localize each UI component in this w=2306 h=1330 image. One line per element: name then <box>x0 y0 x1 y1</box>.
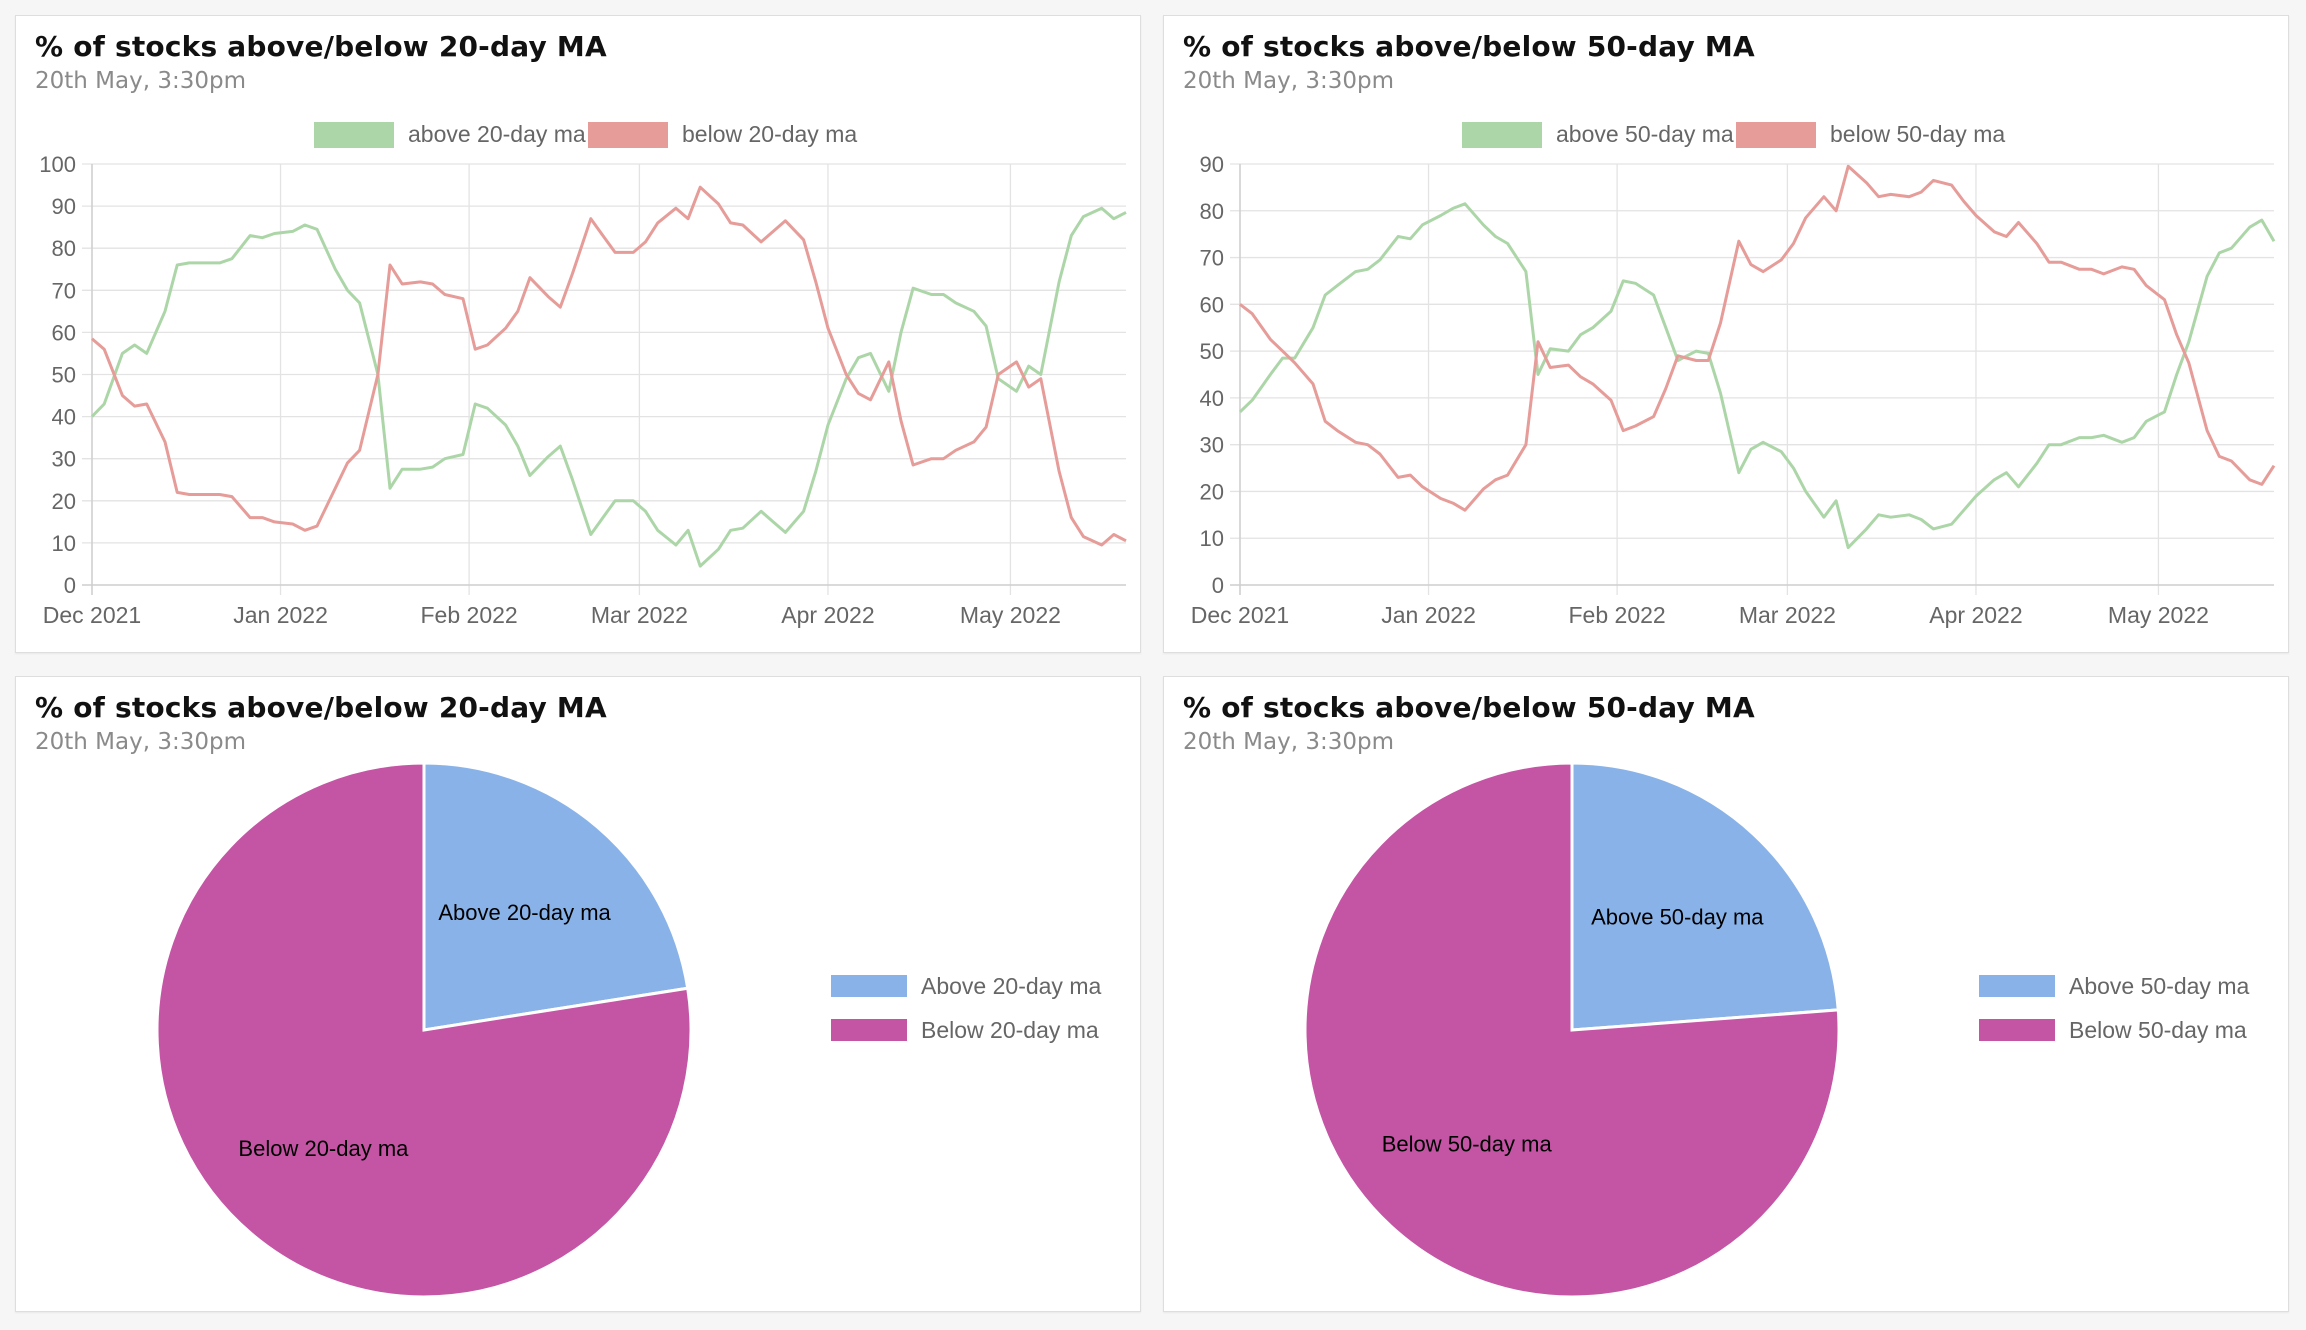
x-tick-label: Jan 2022 <box>233 602 328 628</box>
y-tick-label: 20 <box>52 489 76 514</box>
legend-label-below-50-day-ma: below 50-day ma <box>1830 121 2005 147</box>
card-subtitle: 20th May, 3:30pm <box>1183 729 1394 755</box>
y-tick-label: 10 <box>1200 526 1224 551</box>
line-chart-50-day: above 50-day ma below 50-day ma 0 10 20 30 40 5… <box>1191 121 2276 628</box>
x-tick-label: Feb 2022 <box>421 602 518 628</box>
x-tick-label: Apr 2022 <box>1929 602 2022 628</box>
card-title: % of stocks above/below 20-day MA <box>35 691 607 724</box>
chart-legend: above 20-day ma below 20-day ma <box>314 121 857 148</box>
legend-label-below-50-day-ma: Below 50-day ma <box>2069 1017 2247 1043</box>
y-tick-label: 50 <box>1200 339 1224 364</box>
y-tick-label: 90 <box>52 194 76 219</box>
y-tick-label: 70 <box>52 278 76 303</box>
chart-legend: above 50-day ma below 50-day ma <box>1462 121 2005 148</box>
series-line-above-20-day-ma <box>90 206 1127 568</box>
legend-swatch-above-20-day-ma <box>314 122 394 148</box>
card-subtitle: 20th May, 3:30pm <box>35 68 246 94</box>
y-tick-label: 50 <box>52 363 76 388</box>
legend-label-above-50-day-ma: Above 50-day ma <box>2069 973 2249 999</box>
y-axis: 0 10 20 30 40 50 60 70 80 90 100 <box>39 152 1126 598</box>
legend-swatch-below-20-day-ma <box>588 122 668 148</box>
x-axis: Dec 2021 Jan 2022 Feb 2022 Mar 2022 Apr 2022… <box>1191 164 2209 628</box>
line-chart-20-day: above 20-day ma below 20-day ma 0 10 20 30 40 5… <box>39 121 1127 628</box>
x-tick-label: Mar 2022 <box>1739 602 1836 628</box>
legend-label-above-50-day-ma: above 50-day ma <box>1556 121 1734 147</box>
legend-swatch-above-50-day-ma <box>1979 975 2055 997</box>
x-tick-label: Dec 2021 <box>43 602 141 628</box>
y-tick-label: 90 <box>1200 152 1224 177</box>
series-line-below-50-day-ma <box>1239 164 2276 512</box>
card-title: % of stocks above/below 20-day MA <box>35 30 607 63</box>
y-tick-label: 70 <box>1200 246 1224 271</box>
legend-label-above-20-day-ma: Above 20-day ma <box>921 973 1101 999</box>
y-tick-label: 40 <box>52 405 76 430</box>
card-title: % of stocks above/below 50-day MA <box>1183 30 1755 63</box>
chart-card-above-below-20-day-line: % of stocks above/below 20-day MA 20th M… <box>15 15 1141 653</box>
pie-slice-above-50-day-ma <box>1570 761 1840 1032</box>
legend-swatch-above-20-day-ma <box>831 975 907 997</box>
y-tick-label: 40 <box>1200 386 1224 411</box>
x-axis: Dec 2021 Jan 2022 Feb 2022 Mar 2022 Apr 2022… <box>43 164 1061 628</box>
legend-label-above-20-day-ma: above 20-day ma <box>408 121 586 147</box>
y-tick-label: 60 <box>1200 292 1224 317</box>
legend-swatch-below-50-day-ma <box>1979 1019 2055 1041</box>
y-tick-label: 10 <box>52 531 76 556</box>
chart-card-above-below-20-day-pie: % of stocks above/below 20-day MA 20th M… <box>15 676 1141 1312</box>
legend-swatch-above-50-day-ma <box>1462 122 1542 148</box>
card-subtitle: 20th May, 3:30pm <box>1183 68 1394 94</box>
pie-slice-label: Below 50-day ma <box>1382 1132 1553 1157</box>
legend-swatch-below-20-day-ma <box>831 1019 907 1041</box>
y-tick-label: 30 <box>1200 433 1224 458</box>
pie-slice-below-50-day-ma <box>1303 761 1841 1299</box>
pie-slice-below-20-day-ma <box>155 761 693 1299</box>
x-tick-label: May 2022 <box>960 602 1061 628</box>
legend-label-below-20-day-ma: Below 20-day ma <box>921 1017 1099 1043</box>
x-tick-label: Feb 2022 <box>1569 602 1666 628</box>
pie-slice-label: Above 20-day ma <box>438 900 611 925</box>
series-line-above-50-day-ma <box>1238 202 2276 550</box>
pie-slice-label: Below 20-day ma <box>238 1136 409 1161</box>
y-tick-label: 20 <box>1200 479 1224 504</box>
y-tick-label: 0 <box>1212 573 1224 598</box>
chart-legend: Above 20-day ma Below 20-day ma <box>831 973 1101 1043</box>
chart-card-above-below-50-day-pie: % of stocks above/below 50-day MA 20th M… <box>1163 676 2289 1312</box>
y-tick-label: 0 <box>64 573 76 598</box>
y-tick-label: 80 <box>52 236 76 261</box>
chart-card-above-below-50-day-line: % of stocks above/below 50-day MA 20th M… <box>1163 15 2289 653</box>
y-tick-label: 100 <box>39 152 76 177</box>
y-tick-label: 30 <box>52 447 76 472</box>
y-axis: 0 10 20 30 40 50 60 70 80 90 <box>1200 152 2274 598</box>
series-line-below-20-day-ma <box>91 185 1127 547</box>
pie-slice-label: Above 50-day ma <box>1591 904 1764 929</box>
x-tick-label: Dec 2021 <box>1191 602 1289 628</box>
x-tick-label: Jan 2022 <box>1381 602 1476 628</box>
legend-label-below-20-day-ma: below 20-day ma <box>682 121 857 147</box>
x-tick-label: May 2022 <box>2108 602 2209 628</box>
pie-slice-above-20-day-ma <box>422 761 690 1032</box>
legend-swatch-below-50-day-ma <box>1736 122 1816 148</box>
x-tick-label: Mar 2022 <box>591 602 688 628</box>
y-tick-label: 80 <box>1200 199 1224 224</box>
card-subtitle: 20th May, 3:30pm <box>35 729 246 755</box>
chart-legend: Above 50-day ma Below 50-day ma <box>1979 973 2249 1043</box>
x-tick-label: Apr 2022 <box>781 602 874 628</box>
card-title: % of stocks above/below 50-day MA <box>1183 691 1755 724</box>
y-tick-label: 60 <box>52 320 76 345</box>
